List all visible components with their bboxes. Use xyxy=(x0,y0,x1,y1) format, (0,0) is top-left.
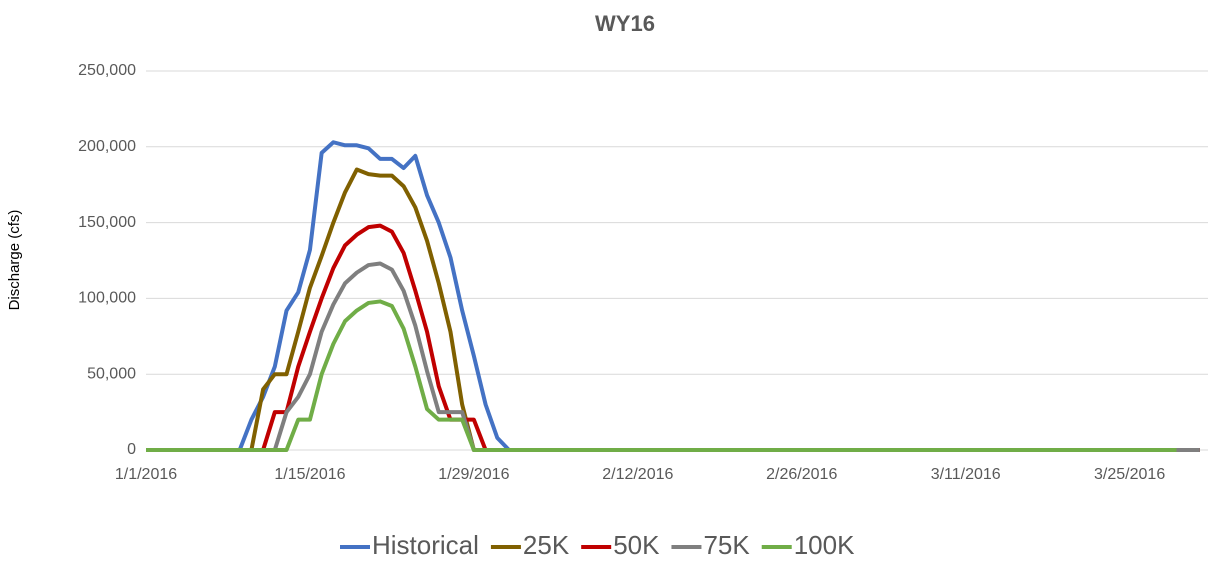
legend-label: 25K xyxy=(523,530,570,560)
x-tick-label: 3/11/2016 xyxy=(931,466,1001,483)
series-line xyxy=(146,223,1200,452)
y-axis-label: Discharge (cfs) xyxy=(6,210,23,311)
chart-title: WY16 xyxy=(595,11,655,36)
x-tick-label: 3/25/2016 xyxy=(1094,466,1165,483)
x-tick-label: 1/29/2016 xyxy=(438,466,509,483)
legend-label: 100K xyxy=(794,530,855,560)
series-line xyxy=(146,140,1200,452)
series-line xyxy=(146,167,1200,452)
x-tick-label: 1/15/2016 xyxy=(274,466,345,483)
y-tick-label: 50,000 xyxy=(87,365,136,382)
x-tick-label: 2/12/2016 xyxy=(602,466,673,483)
series-line xyxy=(146,299,1177,452)
y-tick-label: 250,000 xyxy=(78,62,136,79)
y-tick-label: 100,000 xyxy=(78,290,136,307)
legend-label: 50K xyxy=(613,530,660,560)
y-tick-label: 0 xyxy=(127,441,136,458)
legend-label: 75K xyxy=(703,530,750,560)
x-tick-label: 2/26/2016 xyxy=(766,466,837,483)
series-line xyxy=(146,261,1200,452)
y-tick-label: 150,000 xyxy=(78,214,136,231)
x-tick-label: 1/1/2016 xyxy=(115,466,177,483)
legend-label: Historical xyxy=(372,530,479,560)
y-tick-label: 200,000 xyxy=(78,138,136,155)
